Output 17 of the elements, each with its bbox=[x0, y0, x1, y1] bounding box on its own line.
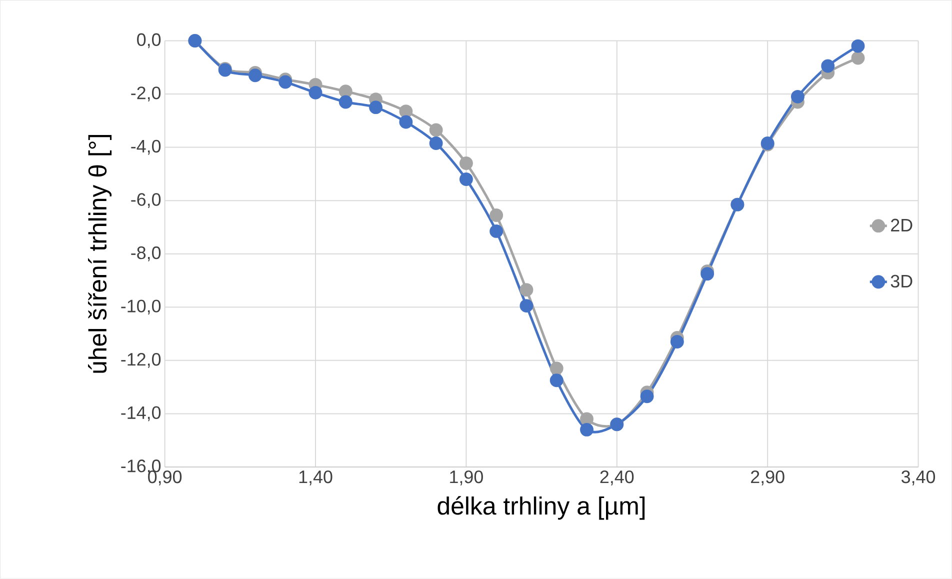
legend-label: 2D bbox=[891, 218, 912, 232]
y-tick-label: -10,0 bbox=[121, 300, 161, 315]
y-tick-label: -6,0 bbox=[131, 193, 161, 208]
y-axis-title: úhel šíření trhliny θ [°] bbox=[88, 135, 112, 373]
y-tick-label: -2,0 bbox=[131, 86, 161, 102]
legend-label: 3D bbox=[890, 274, 912, 288]
y-tick-label: 0,0 bbox=[137, 33, 161, 48]
x-tick-label: 3,40 bbox=[902, 470, 936, 486]
y-tick-label: -8,0 bbox=[131, 246, 161, 262]
x-tick-label: 1,40 bbox=[299, 470, 332, 486]
y-tick-label: -12,0 bbox=[121, 353, 161, 368]
y-tick-label: -4,0 bbox=[131, 140, 161, 155]
x-tick-label: 1,90 bbox=[450, 470, 483, 486]
y-tick-label: -14,0 bbox=[121, 406, 161, 422]
x-tick-label: 2,40 bbox=[600, 470, 634, 486]
x-tick-label: 2,90 bbox=[751, 470, 784, 486]
x-axis-title: délka trhliny a [µm] bbox=[438, 496, 645, 520]
